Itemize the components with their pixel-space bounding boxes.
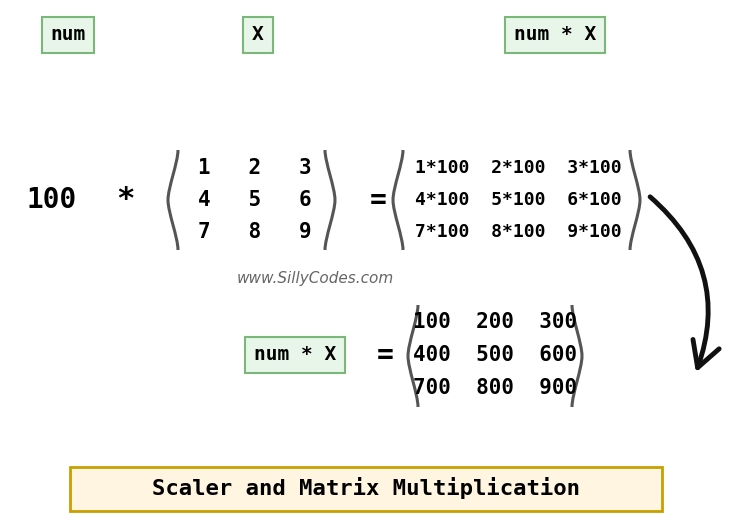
Text: 700  800  900: 700 800 900 [413, 378, 577, 398]
Text: num * X: num * X [514, 25, 596, 45]
Text: num: num [50, 25, 86, 45]
Text: =: = [376, 341, 393, 369]
Text: 4*100  5*100  6*100: 4*100 5*100 6*100 [414, 191, 621, 209]
Text: 4   5   6: 4 5 6 [198, 190, 312, 210]
Text: 400  500  600: 400 500 600 [413, 345, 577, 365]
Text: 7   8   9: 7 8 9 [198, 222, 312, 242]
Text: num * X: num * X [254, 346, 336, 364]
FancyArrowPatch shape [650, 197, 719, 367]
Text: www.SillyCodes.com: www.SillyCodes.com [236, 270, 393, 286]
Text: *: * [115, 185, 135, 215]
Text: 1   2   3: 1 2 3 [198, 158, 312, 178]
Text: 7*100  8*100  9*100: 7*100 8*100 9*100 [414, 223, 621, 241]
Text: X: X [252, 25, 264, 45]
Text: 1*100  2*100  3*100: 1*100 2*100 3*100 [414, 159, 621, 177]
Text: 100  200  300: 100 200 300 [413, 312, 577, 332]
Text: Scaler and Matrix Multiplication: Scaler and Matrix Multiplication [152, 477, 580, 499]
Text: 100: 100 [27, 186, 77, 214]
Text: =: = [370, 186, 387, 214]
FancyBboxPatch shape [70, 467, 662, 511]
